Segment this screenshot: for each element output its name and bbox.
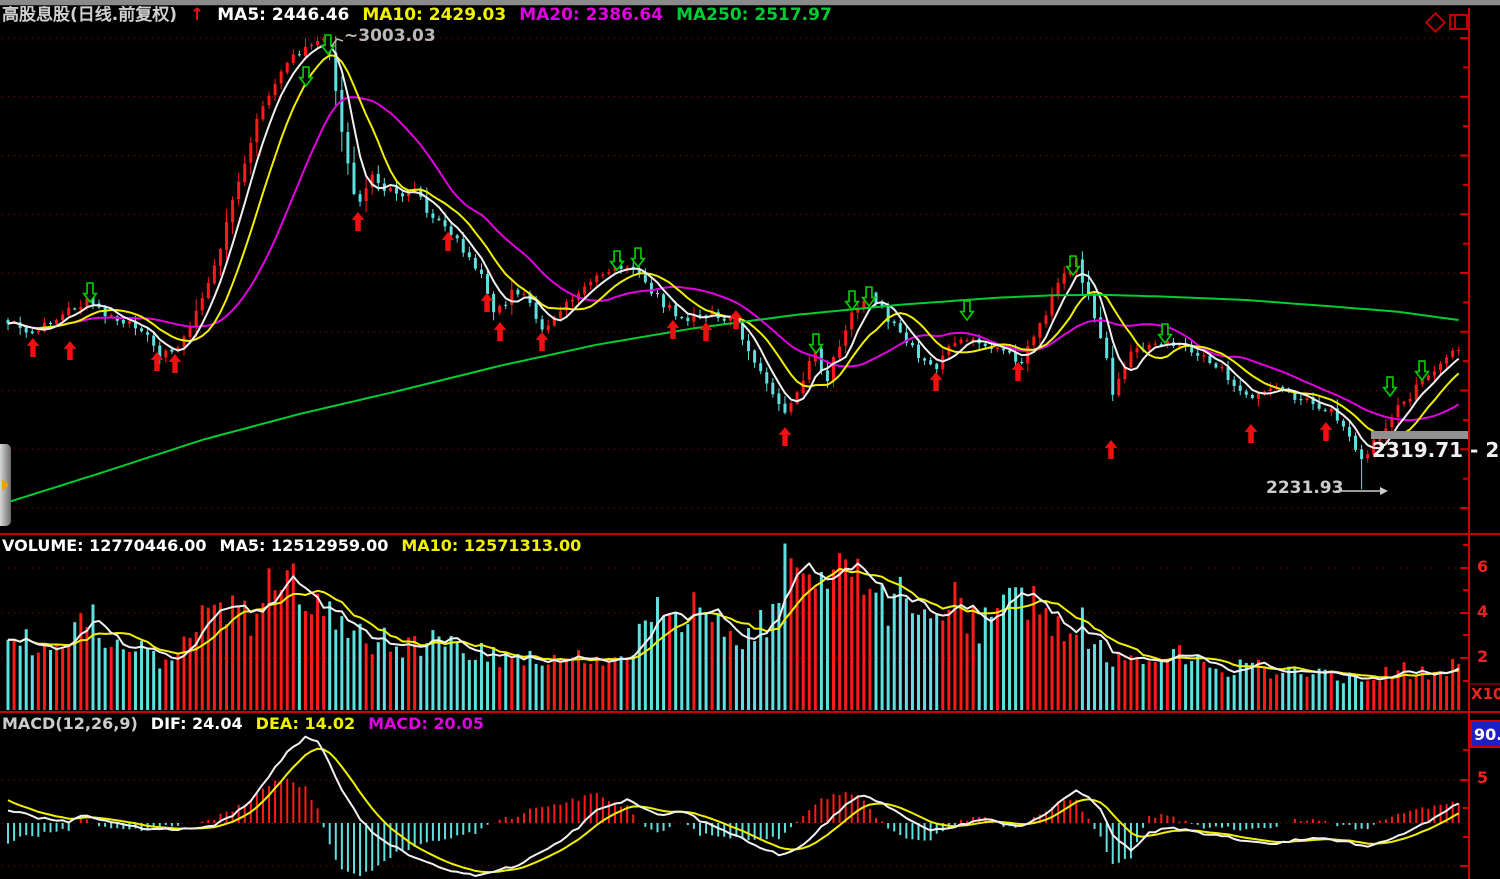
volume-ma-lines: [8, 562, 1460, 681]
ma250-value: MA250: 2517.97: [676, 5, 832, 25]
moving-average-lines: [7, 44, 1460, 504]
annotation-lines: [330, 38, 1388, 495]
peak-price-annotation: ~3003.03: [344, 26, 436, 46]
signal-arrows: [26, 34, 1430, 459]
indicator-value-badge: 90.5: [1470, 720, 1500, 748]
ma10-value: MA10: 2429.03: [362, 5, 507, 25]
axis-frame: [0, 8, 1500, 879]
macd-value: MACD: 20.05: [368, 714, 485, 733]
dea-value: DEA: 14.02: [255, 714, 356, 733]
volume-axis-tick-6: 6: [1477, 557, 1489, 576]
volume-value: VOLUME: 12770446.00: [2, 536, 207, 555]
expand-arrow-icon: [2, 479, 9, 491]
volume-ma10-value: MA10: 12571313.00: [401, 536, 582, 555]
volume-ma5-value: MA5: 12512959.00: [219, 536, 389, 555]
macd-series: [7, 735, 1460, 877]
volume-series: [6, 543, 1461, 710]
macd-params: MACD(12,26,9): [2, 714, 138, 733]
volume-header: VOLUME: 12770446.00 MA5: 12512959.00 MA1…: [2, 538, 581, 554]
price-marker-label: 2319.71 - 2: [1372, 438, 1500, 462]
volume-axis-tick-4: 4: [1477, 602, 1489, 621]
price-marker-bar: [1371, 431, 1468, 439]
candlestick-series: [6, 36, 1461, 490]
ma5-value: MA5: 2446.46: [217, 5, 350, 25]
ma20-value: MA20: 2386.64: [519, 5, 664, 25]
sidebar-expand-handle[interactable]: [0, 444, 11, 526]
window-top-edge: [0, 0, 1500, 6]
split-window-icon[interactable]: [1449, 14, 1468, 30]
gridlines: [2, 37, 1467, 867]
main-header: 高股息股(日线.前复权) ↑ MA5: 2446.46 MA10: 2429.0…: [2, 7, 832, 24]
macd-axis-tick-50: 5: [1477, 768, 1489, 787]
low-price-annotation: 2231.93: [1266, 478, 1344, 498]
symbol-title: 高股息股(日线.前复权): [2, 5, 177, 25]
macd-header: MACD(12,26,9) DIF: 24.04 DEA: 14.02 MACD…: [2, 716, 484, 732]
volume-unit-label: X10: [1471, 685, 1500, 703]
dif-value: DIF: 24.04: [150, 714, 243, 733]
volume-axis-tick-2: 2: [1477, 647, 1489, 666]
trend-up-icon: ↑: [190, 5, 205, 25]
